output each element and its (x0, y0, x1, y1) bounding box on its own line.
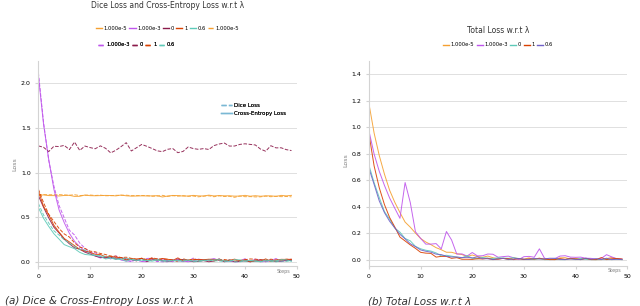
Title: Total Loss w.r.t λ: Total Loss w.r.t λ (467, 26, 529, 35)
Legend: 1.000e-5, 1.000e-3, 0, 1, 0.6: 1.000e-5, 1.000e-3, 0, 1, 0.6 (441, 40, 556, 50)
Text: (b) Total Loss w.r.t λ: (b) Total Loss w.r.t λ (367, 297, 471, 306)
Title: Dice Loss and Cross-Entropy Loss w.r.t λ: Dice Loss and Cross-Entropy Loss w.r.t λ (91, 2, 244, 10)
Text: Loss: Loss (13, 157, 17, 170)
Legend: 1.000e-3, 0, 1, 0.6: 1.000e-3, 0, 1, 0.6 (96, 40, 177, 50)
Text: Steps: Steps (277, 269, 291, 274)
Text: (a) Dice & Cross-Entropy Loss w.r.t λ: (a) Dice & Cross-Entropy Loss w.r.t λ (5, 297, 193, 306)
Text: Steps: Steps (607, 267, 621, 273)
Text: Loss: Loss (343, 154, 348, 167)
